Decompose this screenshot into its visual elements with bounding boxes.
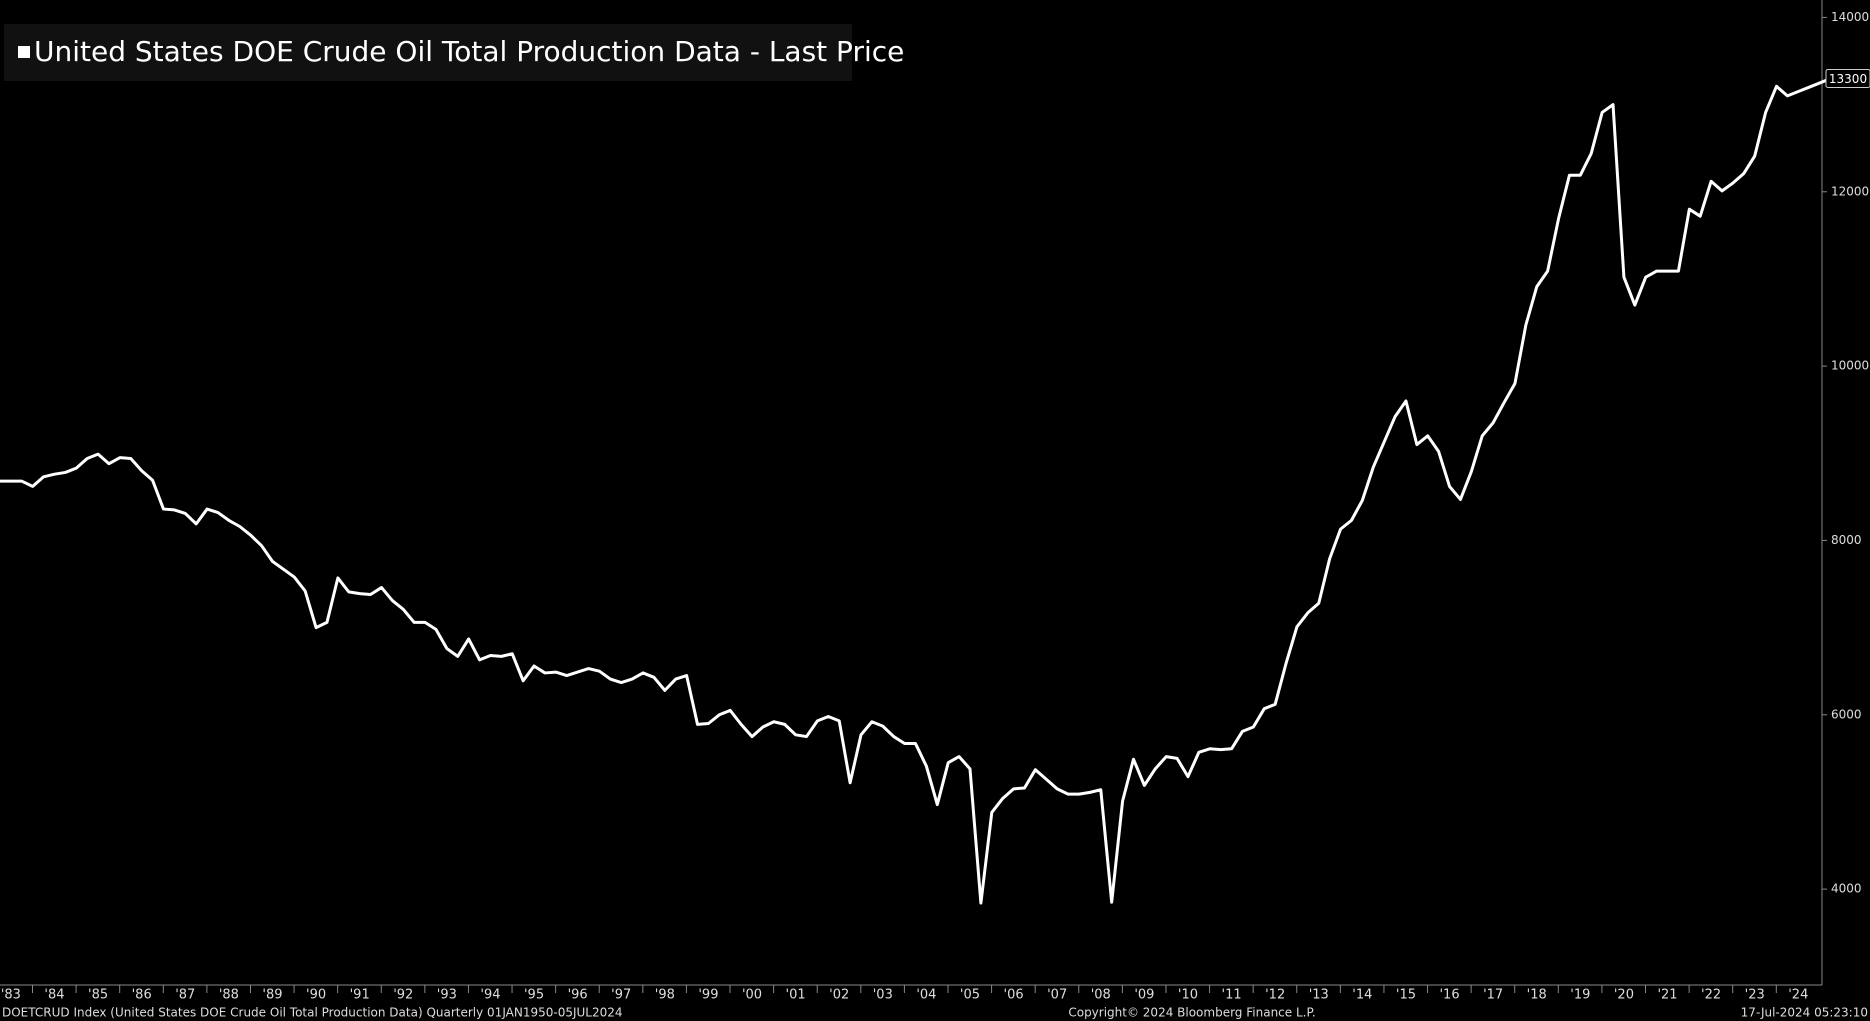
x-tick-label: '16 <box>1439 988 1459 1003</box>
x-tick-label: '96 <box>568 988 588 1003</box>
x-tick-label: '19 <box>1570 988 1590 1003</box>
x-tick-label: '94 <box>480 988 500 1003</box>
x-tick-label: '08 <box>1091 988 1111 1003</box>
legend-swatch <box>18 46 30 58</box>
x-tick-label: '84 <box>44 988 64 1003</box>
y-tick-label: 4000 <box>1831 882 1862 896</box>
x-tick-label: '03 <box>873 988 893 1003</box>
x-tick-label: '05 <box>960 988 980 1003</box>
x-tick-label: '22 <box>1701 988 1721 1003</box>
y-tick-label: 14000 <box>1831 10 1869 24</box>
x-tick-label: '88 <box>219 988 239 1003</box>
x-tick-label: '14 <box>1352 988 1372 1003</box>
x-tick-label: '12 <box>1265 988 1285 1003</box>
x-tick-label: '20 <box>1614 988 1634 1003</box>
x-tick-label: '11 <box>1222 988 1242 1003</box>
x-tick-label: '92 <box>393 988 413 1003</box>
x-tick-label: '09 <box>1134 988 1154 1003</box>
legend-label: United States DOE Crude Oil Total Produc… <box>34 35 904 68</box>
y-tick-label: 12000 <box>1831 184 1869 198</box>
x-tick-label: '97 <box>611 988 631 1003</box>
footer-left: DOETCRUD Index (United States DOE Crude … <box>2 1006 623 1020</box>
x-tick-label: '07 <box>1047 988 1067 1003</box>
x-tick-label: '99 <box>698 988 718 1003</box>
x-tick-label: '91 <box>350 988 370 1003</box>
y-tick-label: 6000 <box>1831 707 1862 721</box>
x-tick-label: '21 <box>1657 988 1677 1003</box>
footer-right: 17-Jul-2024 05:23:10 <box>1741 1006 1868 1020</box>
x-tick-label: '13 <box>1309 988 1329 1003</box>
x-tick-label: '86 <box>132 988 152 1003</box>
x-tick-label: '98 <box>655 988 675 1003</box>
x-tick-label: '18 <box>1527 988 1547 1003</box>
x-tick-label: '00 <box>742 988 762 1003</box>
x-tick-label: '10 <box>1178 988 1198 1003</box>
x-tick-label: '01 <box>786 988 806 1003</box>
x-tick-label: '06 <box>1004 988 1024 1003</box>
x-tick-label: '24 <box>1788 988 1808 1003</box>
x-tick-label: '90 <box>306 988 326 1003</box>
x-tick-label: '02 <box>829 988 849 1003</box>
x-tick-label: '95 <box>524 988 544 1003</box>
x-tick-label: '89 <box>262 988 282 1003</box>
x-tick-label: '23 <box>1745 988 1765 1003</box>
x-tick-label: '83 <box>1 988 21 1003</box>
last-price-box <box>1825 68 1870 88</box>
x-tick-label: '17 <box>1483 988 1503 1003</box>
x-tick-label: '87 <box>175 988 195 1003</box>
legend-box <box>4 24 852 81</box>
last-price-label: 13300 <box>1829 72 1867 86</box>
x-tick-label: '85 <box>88 988 108 1003</box>
x-tick-label: '15 <box>1396 988 1416 1003</box>
x-tick-label: '93 <box>437 988 457 1003</box>
y-tick-label: 8000 <box>1831 533 1862 547</box>
line <box>0 77 1832 905</box>
y-tick-label: 10000 <box>1831 359 1869 373</box>
x-tick-label: '04 <box>916 988 936 1003</box>
footer-center: Copyright© 2024 Bloomberg Finance L.P. <box>1068 1006 1315 1020</box>
